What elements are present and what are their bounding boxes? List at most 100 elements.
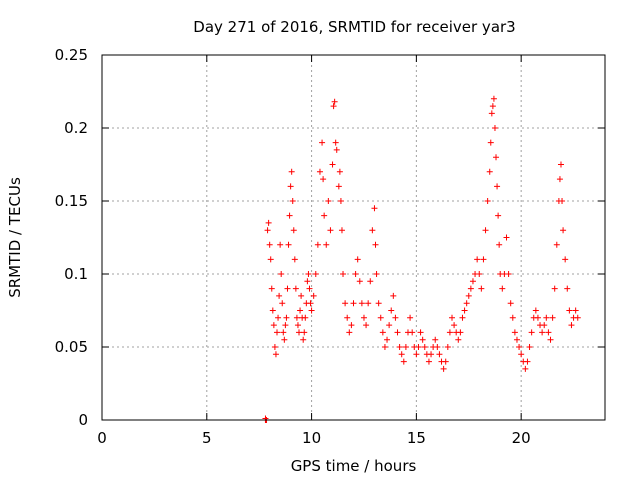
data-point bbox=[440, 365, 447, 372]
data-point bbox=[342, 300, 349, 307]
data-point bbox=[281, 336, 288, 343]
data-point bbox=[291, 256, 298, 263]
data-point bbox=[266, 241, 273, 248]
data-point bbox=[331, 98, 338, 105]
data-point bbox=[442, 358, 449, 365]
data-point bbox=[296, 329, 303, 336]
data-point bbox=[461, 307, 468, 314]
x-tick-label: 0 bbox=[97, 429, 107, 447]
data-point bbox=[489, 103, 496, 110]
data-point bbox=[543, 314, 550, 321]
data-point bbox=[476, 271, 483, 277]
chart-title: Day 271 of 2016, SRMTID for receiver yar… bbox=[193, 18, 515, 36]
data-point bbox=[388, 307, 395, 314]
data-point bbox=[308, 307, 315, 314]
data-point bbox=[262, 415, 269, 422]
data-point bbox=[459, 314, 466, 321]
data-point bbox=[413, 351, 420, 358]
data-point bbox=[396, 344, 403, 350]
y-tick-label: 0.1 bbox=[64, 265, 88, 283]
data-point bbox=[482, 227, 489, 234]
data-point bbox=[316, 168, 323, 175]
data-point bbox=[377, 314, 384, 321]
data-point bbox=[323, 241, 330, 248]
data-point bbox=[292, 285, 299, 292]
data-point bbox=[534, 314, 541, 321]
data-point bbox=[484, 198, 491, 204]
data-point bbox=[400, 358, 407, 365]
x-tick-label: 5 bbox=[202, 429, 212, 447]
data-point bbox=[499, 285, 506, 292]
data-point bbox=[371, 205, 378, 212]
data-point bbox=[268, 285, 275, 292]
data-point bbox=[289, 198, 296, 204]
data-point bbox=[551, 285, 558, 292]
data-point bbox=[503, 234, 510, 241]
data-point bbox=[402, 344, 409, 350]
data-point bbox=[457, 329, 464, 336]
data-point bbox=[320, 176, 327, 183]
data-point bbox=[547, 336, 554, 343]
data-point bbox=[553, 241, 560, 248]
data-point bbox=[372, 241, 379, 248]
data-point bbox=[487, 139, 494, 146]
data-point bbox=[532, 307, 539, 314]
data-point bbox=[524, 358, 531, 365]
data-point bbox=[559, 198, 566, 204]
data-point bbox=[327, 227, 334, 234]
data-point bbox=[474, 256, 481, 263]
data-point bbox=[507, 300, 514, 307]
data-point bbox=[434, 344, 441, 350]
data-point bbox=[265, 219, 272, 226]
data-point bbox=[264, 227, 271, 234]
data-point bbox=[564, 285, 571, 292]
data-point bbox=[419, 336, 426, 343]
data-point bbox=[321, 212, 328, 219]
data-point bbox=[338, 227, 345, 234]
data-point bbox=[306, 285, 313, 292]
data-point bbox=[490, 95, 497, 102]
data-point bbox=[284, 285, 291, 292]
data-point bbox=[545, 329, 552, 336]
data-point bbox=[305, 271, 312, 277]
data-point bbox=[496, 241, 503, 248]
data-point bbox=[375, 300, 382, 307]
data-point bbox=[290, 227, 297, 234]
data-point bbox=[381, 344, 388, 350]
data-point bbox=[274, 329, 281, 336]
data-point bbox=[294, 322, 301, 329]
data-point bbox=[463, 300, 470, 307]
data-point bbox=[350, 300, 357, 307]
data-point bbox=[340, 271, 347, 277]
data-point bbox=[332, 139, 339, 146]
data-point bbox=[286, 212, 293, 219]
data-point bbox=[270, 322, 277, 329]
data-point bbox=[495, 212, 502, 219]
data-point bbox=[287, 183, 294, 190]
data-point bbox=[394, 329, 401, 336]
y-tick-label: 0.05 bbox=[55, 338, 88, 356]
x-axis-label: GPS time / hours bbox=[291, 457, 417, 475]
data-point bbox=[285, 241, 292, 248]
data-point bbox=[494, 183, 501, 190]
data-point bbox=[386, 322, 393, 329]
data-point bbox=[392, 314, 399, 321]
data-point bbox=[348, 322, 355, 329]
data-point bbox=[522, 365, 529, 372]
data-point bbox=[300, 336, 307, 343]
data-point bbox=[360, 314, 367, 321]
plot-frame bbox=[101, 54, 606, 421]
data-point bbox=[336, 168, 343, 175]
data-point bbox=[329, 161, 336, 168]
data-point bbox=[367, 278, 374, 285]
y-axis-label: SRMTID / TECUs bbox=[6, 177, 24, 298]
data-point bbox=[528, 329, 535, 336]
data-point bbox=[480, 256, 487, 263]
x-tick-label: 20 bbox=[512, 429, 531, 447]
data-point bbox=[379, 329, 386, 336]
data-point bbox=[417, 329, 424, 336]
data-point bbox=[271, 344, 278, 350]
data-point bbox=[446, 329, 453, 336]
